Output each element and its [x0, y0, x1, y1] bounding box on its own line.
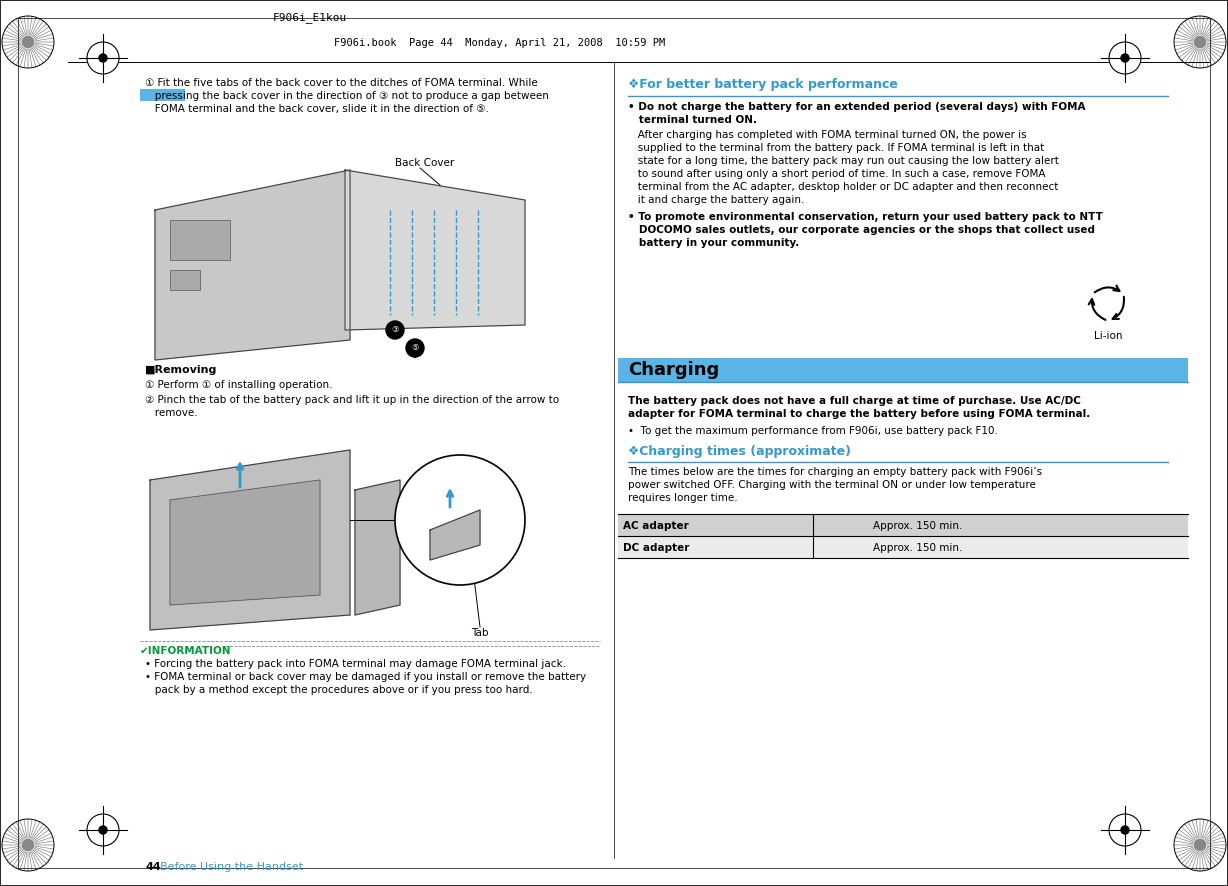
Text: F906i.book  Page 44  Monday, April 21, 2008  10:59 PM: F906i.book Page 44 Monday, April 21, 200… — [334, 38, 666, 48]
Text: terminal from the AC adapter, desktop holder or DC adapter and then reconnect: terminal from the AC adapter, desktop ho… — [628, 182, 1059, 192]
Circle shape — [1195, 839, 1206, 851]
Circle shape — [386, 321, 404, 339]
Text: ⑤: ⑤ — [411, 344, 419, 353]
Circle shape — [99, 54, 107, 62]
Text: •  To get the maximum performance from F906i, use battery pack F10.: • To get the maximum performance from F9… — [628, 426, 998, 436]
Bar — [618, 358, 1187, 382]
Text: DC adapter: DC adapter — [623, 543, 689, 553]
Text: ① Fit the five tabs of the back cover to the ditches of FOMA terminal. While: ① Fit the five tabs of the back cover to… — [145, 78, 538, 88]
Text: ① Perform ① of installing operation.: ① Perform ① of installing operation. — [145, 380, 333, 390]
Circle shape — [0, 14, 56, 70]
Text: DOCOMO sales outlets, our corporate agencies or the shops that collect used: DOCOMO sales outlets, our corporate agen… — [628, 225, 1095, 235]
Text: adapter for FOMA terminal to charge the battery before using FOMA terminal.: adapter for FOMA terminal to charge the … — [628, 409, 1090, 419]
Polygon shape — [150, 450, 350, 630]
Text: FOMA terminal and the back cover, slide it in the direction of ⑤.: FOMA terminal and the back cover, slide … — [145, 104, 489, 114]
Circle shape — [1121, 54, 1129, 62]
Text: pressing the back cover in the direction of ③ not to produce a gap between: pressing the back cover in the direction… — [145, 91, 549, 101]
Circle shape — [87, 814, 119, 846]
Bar — [169, 220, 230, 260]
Circle shape — [406, 339, 424, 357]
Text: 44: 44 — [145, 862, 161, 872]
Circle shape — [99, 826, 107, 834]
Text: terminal turned ON.: terminal turned ON. — [628, 115, 756, 125]
Text: Charging: Charging — [628, 361, 720, 379]
Text: remove.: remove. — [145, 408, 198, 418]
Polygon shape — [430, 510, 480, 560]
Text: Tab: Tab — [472, 628, 489, 638]
Text: AC adapter: AC adapter — [623, 521, 689, 531]
Text: • Do not charge the battery for an extended period (several days) with FOMA: • Do not charge the battery for an exten… — [628, 102, 1086, 112]
Text: pack by a method except the procedures above or if you press too hard.: pack by a method except the procedures a… — [145, 685, 533, 695]
Text: Approx. 150 min.: Approx. 150 min. — [873, 521, 963, 531]
Text: Li-ion: Li-ion — [1094, 331, 1122, 341]
Text: battery in your community.: battery in your community. — [628, 238, 799, 248]
Text: ■Removing: ■Removing — [145, 365, 217, 375]
Polygon shape — [355, 480, 400, 615]
Text: supplied to the terminal from the battery pack. If FOMA terminal is left in that: supplied to the terminal from the batter… — [628, 143, 1044, 153]
Circle shape — [87, 42, 119, 74]
Circle shape — [1172, 817, 1228, 873]
Text: ③: ③ — [392, 325, 399, 335]
Bar — [169, 270, 200, 290]
Text: • FOMA terminal or back cover may be damaged if you install or remove the batter: • FOMA terminal or back cover may be dam… — [145, 672, 586, 682]
Text: requires longer time.: requires longer time. — [628, 493, 738, 503]
Circle shape — [0, 817, 56, 873]
Circle shape — [22, 36, 33, 48]
Circle shape — [395, 455, 526, 585]
Text: The battery pack does not have a full charge at time of purchase. Use AC/DC: The battery pack does not have a full ch… — [628, 396, 1081, 406]
Polygon shape — [345, 170, 526, 330]
Text: ✔INFORMATION: ✔INFORMATION — [140, 646, 232, 656]
Circle shape — [1121, 826, 1129, 834]
Text: ❖Charging times (approximate): ❖Charging times (approximate) — [628, 445, 851, 458]
Text: After charging has completed with FOMA terminal turned ON, the power is: After charging has completed with FOMA t… — [628, 130, 1027, 140]
Text: power switched OFF. Charging with the terminal ON or under low temperature: power switched OFF. Charging with the te… — [628, 480, 1036, 490]
Circle shape — [22, 839, 33, 851]
Circle shape — [1109, 814, 1141, 846]
Text: state for a long time, the battery pack may run out causing the low battery aler: state for a long time, the battery pack … — [628, 156, 1059, 166]
Text: F906i_E1kou: F906i_E1kou — [273, 12, 348, 23]
Circle shape — [1172, 14, 1228, 70]
Text: ❖For better battery pack performance: ❖For better battery pack performance — [628, 78, 898, 91]
Text: • Forcing the battery pack into FOMA terminal may damage FOMA terminal jack.: • Forcing the battery pack into FOMA ter… — [145, 659, 566, 669]
Text: it and charge the battery again.: it and charge the battery again. — [628, 195, 804, 205]
Circle shape — [1195, 36, 1206, 48]
Text: Before Using the Handset: Before Using the Handset — [160, 862, 303, 872]
Text: Approx. 150 min.: Approx. 150 min. — [873, 543, 963, 553]
Circle shape — [1109, 42, 1141, 74]
Text: ② Pinch the tab of the battery pack and lift it up in the direction of the arrow: ② Pinch the tab of the battery pack and … — [145, 395, 559, 405]
Text: • To promote environmental conservation, return your used battery pack to NTT: • To promote environmental conservation,… — [628, 212, 1103, 222]
Text: to sound after using only a short period of time. In such a case, remove FOMA: to sound after using only a short period… — [628, 169, 1045, 179]
Bar — [140, 89, 185, 101]
Polygon shape — [155, 170, 350, 360]
Polygon shape — [169, 480, 321, 605]
Bar — [618, 514, 1187, 536]
Text: Back Cover: Back Cover — [395, 158, 454, 168]
Text: The times below are the times for charging an empty battery pack with F906i’s: The times below are the times for chargi… — [628, 467, 1043, 477]
Bar — [618, 536, 1187, 558]
